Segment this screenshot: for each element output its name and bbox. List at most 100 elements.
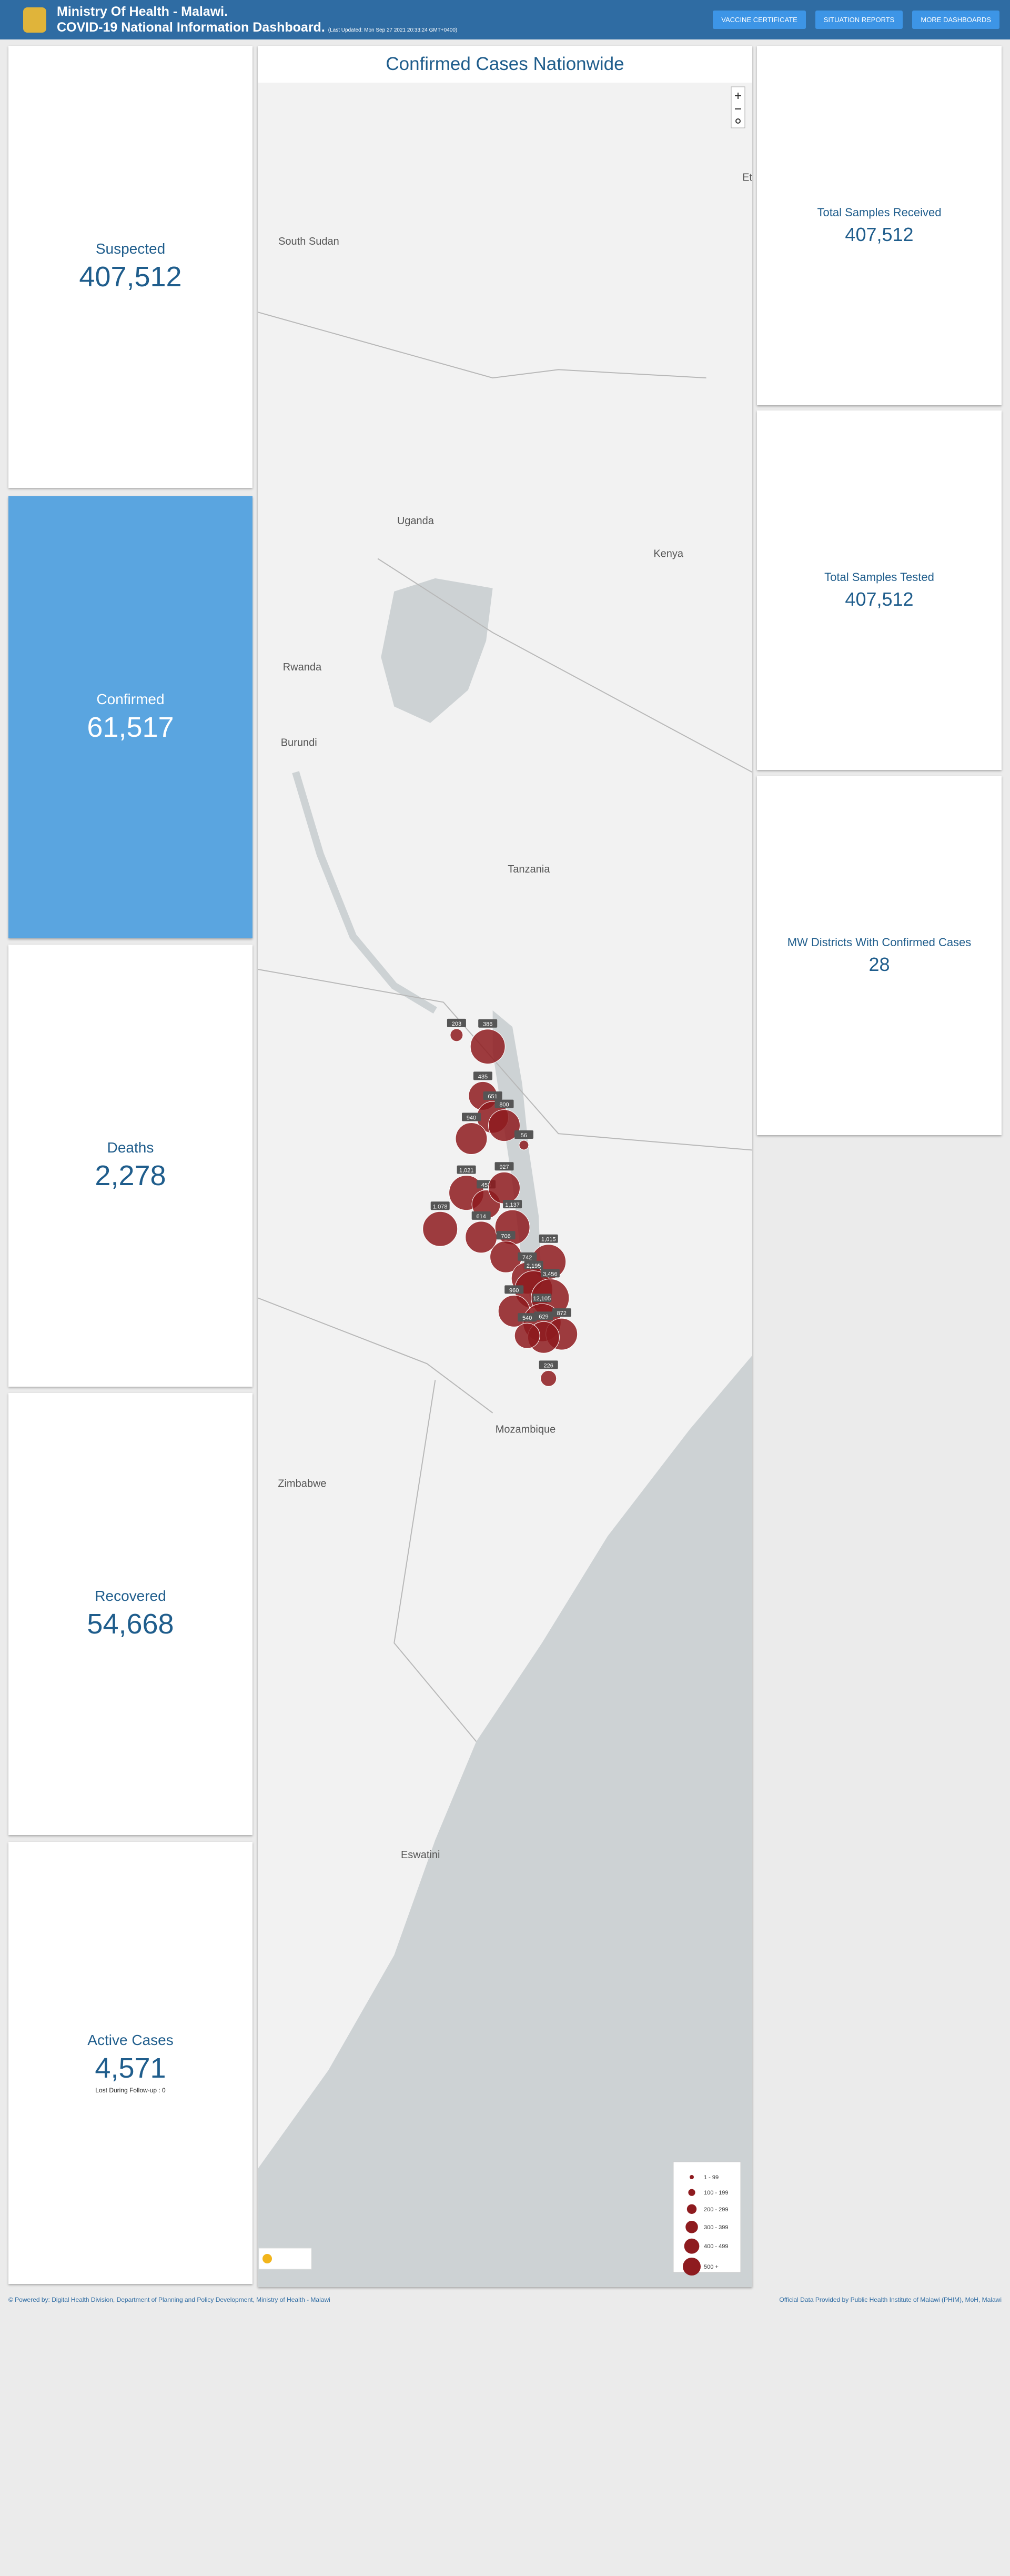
- bubble-label-bg: [504, 1285, 524, 1294]
- sample-value: 407,512: [845, 223, 914, 245]
- bubble-label-bg: [518, 1252, 537, 1261]
- district-bubble: [450, 1028, 463, 1042]
- bubble-label-bg: [514, 1130, 533, 1139]
- bubble-label: 56: [521, 1132, 527, 1139]
- reset[interactable]: [735, 118, 741, 124]
- stat-card: Active Cases 4,571 Lost During Follow-up :…: [8, 1842, 252, 2284]
- bubble-label-bg: [503, 1200, 522, 1209]
- subtitle: COVID-19 National Information Dashboard.…: [57, 20, 457, 35]
- map-panel: Confirmed Cases Nationwide South Sudan Et…: [257, 46, 761, 2300]
- bubble-label: 1,021: [459, 1168, 474, 1174]
- country-label: Burundi: [281, 737, 317, 748]
- stat-value: 54,668: [87, 1608, 174, 1640]
- bubble-label-bg: [496, 1231, 516, 1240]
- stat-note: Lost During Follow-up : 0: [95, 2087, 166, 2094]
- district-bubble: [465, 1221, 498, 1254]
- country-label: Ethi: [742, 172, 752, 183]
- subtitle-text: COVID-19 National Information Dashboard.: [57, 20, 325, 35]
- legend: 1 - 99 100 - 199 200 - 299 300 - 399 400 - 4…: [673, 2161, 741, 2276]
- bubble-label-bg: [494, 1099, 514, 1108]
- bubble-label: 651: [488, 1094, 497, 1100]
- district-bubble: [488, 1109, 520, 1142]
- legend-label: 100 - 199: [704, 2190, 728, 2196]
- bubble-label: 800: [499, 1102, 509, 1108]
- legend-label: 400 - 499: [704, 2243, 728, 2250]
- bubble-label: 940: [467, 1115, 476, 1121]
- footer-left: © Powered by: Digital Health Division, D…: [8, 2296, 330, 2303]
- legend-swatch: [685, 2221, 698, 2233]
- bubble-label: 742: [522, 1255, 532, 1261]
- bubble-label-bg: [447, 1018, 466, 1027]
- ocean: [258, 1355, 756, 2300]
- country-label: Uganda: [397, 515, 435, 527]
- bubble-label-bg: [539, 1360, 558, 1369]
- bubble-label-bg: [462, 1112, 481, 1121]
- bubble-label-bg: [471, 1211, 491, 1220]
- bubble-label: 1,015: [541, 1237, 556, 1243]
- bubble-label: 226: [544, 1362, 553, 1369]
- stat-label: Suspected: [95, 240, 166, 257]
- stat-value: 61,517: [87, 711, 174, 743]
- bubble-label: 872: [557, 1310, 567, 1317]
- bubble-label: 386: [483, 1021, 492, 1028]
- bubble-label: 203: [452, 1021, 461, 1027]
- stat-card: Confirmed 61,517: [8, 496, 252, 938]
- bubble-label-bg: [430, 1201, 450, 1210]
- district-bubble: [540, 1370, 557, 1387]
- bubble-label-bg: [457, 1165, 476, 1174]
- legend-box: [673, 2161, 741, 2273]
- district-bubble: [422, 1211, 458, 1247]
- bubble-label: 12,105: [533, 1296, 551, 1302]
- legend-label: 1 - 99: [704, 2174, 719, 2181]
- bubble-label-bg: [478, 1019, 498, 1028]
- nav-button[interactable]: MORE DASHBOARDS: [912, 11, 999, 29]
- zoom-controls[interactable]: [731, 86, 745, 128]
- bubble-label-bg: [524, 1260, 543, 1269]
- nav: VACCINE CERTIFICATE SITUATION REPORTS MORE…: [713, 11, 999, 29]
- lake: [292, 771, 437, 1014]
- country-label: South Sudan: [278, 236, 339, 247]
- logo: [23, 7, 46, 33]
- border: [257, 312, 753, 1742]
- bubble-label-bg: [483, 1091, 502, 1100]
- map-title: Confirmed Cases Nationwide: [386, 54, 624, 74]
- nav-button[interactable]: SITUATION REPORTS: [815, 11, 903, 29]
- sample-card: MW Districts With Confirmed Cases 28: [757, 776, 1002, 1135]
- stat-card: Suspected 407,512: [8, 46, 252, 488]
- bubble-label: 2,195: [527, 1263, 541, 1269]
- bubble-label: 435: [478, 1074, 488, 1080]
- esri-logo-mark: [262, 2254, 272, 2263]
- stat-card: Recovered 54,668: [8, 1393, 252, 1835]
- bubble-label: 3,456: [543, 1271, 558, 1277]
- bubble-label-bg: [534, 1311, 553, 1320]
- bubble-label: 614: [477, 1214, 486, 1220]
- bubble-label: 927: [499, 1164, 509, 1170]
- country-label: Mozambique: [496, 1424, 556, 1435]
- bubble-label-bg: [539, 1234, 558, 1243]
- nav-button[interactable]: VACCINE CERTIFICATE: [713, 11, 806, 29]
- legend-swatch: [690, 2175, 694, 2179]
- sample-label: Total Samples Received: [817, 205, 942, 219]
- district-bubble: [455, 1122, 488, 1155]
- header: Ministry Of Health - Malawi. COVID-19 Na…: [0, 0, 1010, 39]
- bubble-label: 1,137: [505, 1202, 520, 1208]
- bubble-label-bg: [552, 1308, 571, 1317]
- stat-value: 4,571: [95, 2052, 166, 2084]
- legend-swatch: [684, 2238, 700, 2254]
- country-label: Kenya: [653, 548, 684, 559]
- sample-card: Total Samples Received 407,512: [757, 46, 1002, 405]
- stat-label: Deaths: [107, 1139, 154, 1156]
- sample-label: Total Samples Tested: [824, 570, 934, 584]
- country-label: Rwanda: [283, 661, 322, 673]
- stat-value: 407,512: [79, 261, 182, 293]
- updated: (Last Updated: Mon Sep 27 2021 20:33:24 …: [328, 27, 458, 33]
- legend-swatch: [686, 2204, 697, 2214]
- stat-card: Deaths 2,278: [8, 945, 252, 1387]
- bubble-label: 960: [509, 1287, 519, 1294]
- bubble-label: 706: [501, 1233, 510, 1239]
- sample-label: MW Districts With Confirmed Cases: [787, 935, 972, 949]
- country-label: Zimbabwe: [278, 1478, 326, 1489]
- legend-label: 300 - 399: [704, 2224, 728, 2231]
- lake: [492, 1010, 542, 1323]
